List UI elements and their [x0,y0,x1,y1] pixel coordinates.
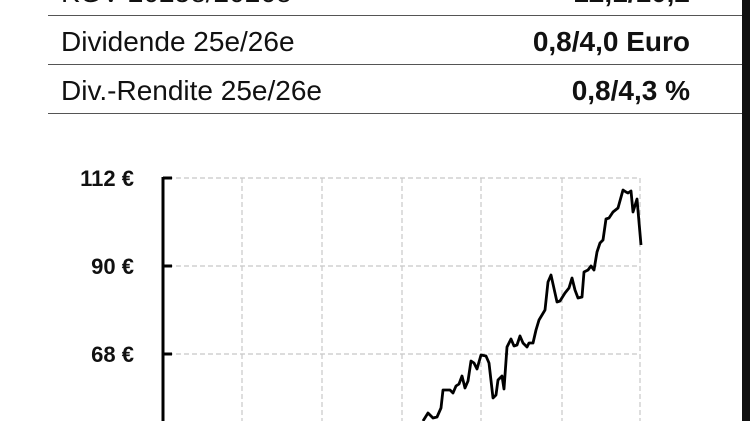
row-label: Div.-Rendite 25e/26e [61,75,322,106]
price-line [421,188,643,421]
row-label: KGV 2025e/2026e [61,0,291,9]
y-tick-label: 112 € [80,166,134,191]
table-row-dividende: Dividende 25e/26e 0,8/4,0 Euro [48,15,742,65]
row-value: 0,8/4,3 % [571,75,690,106]
table-row-div-rendite: Div.-Rendite 25e/26e 0,8/4,3 % [48,64,742,114]
y-tick-label: 68 € [91,342,134,367]
page-edge [742,0,750,421]
row-label: Dividende 25e/26e [61,26,295,57]
y-tick-label: 90 € [91,254,134,279]
row-value: 12,1/10,2 [573,0,690,9]
table-row-kgv: KGV 2025e/2026e 12,1/10,2 [48,0,742,16]
row-value: 0,8/4,0 Euro [532,26,690,57]
